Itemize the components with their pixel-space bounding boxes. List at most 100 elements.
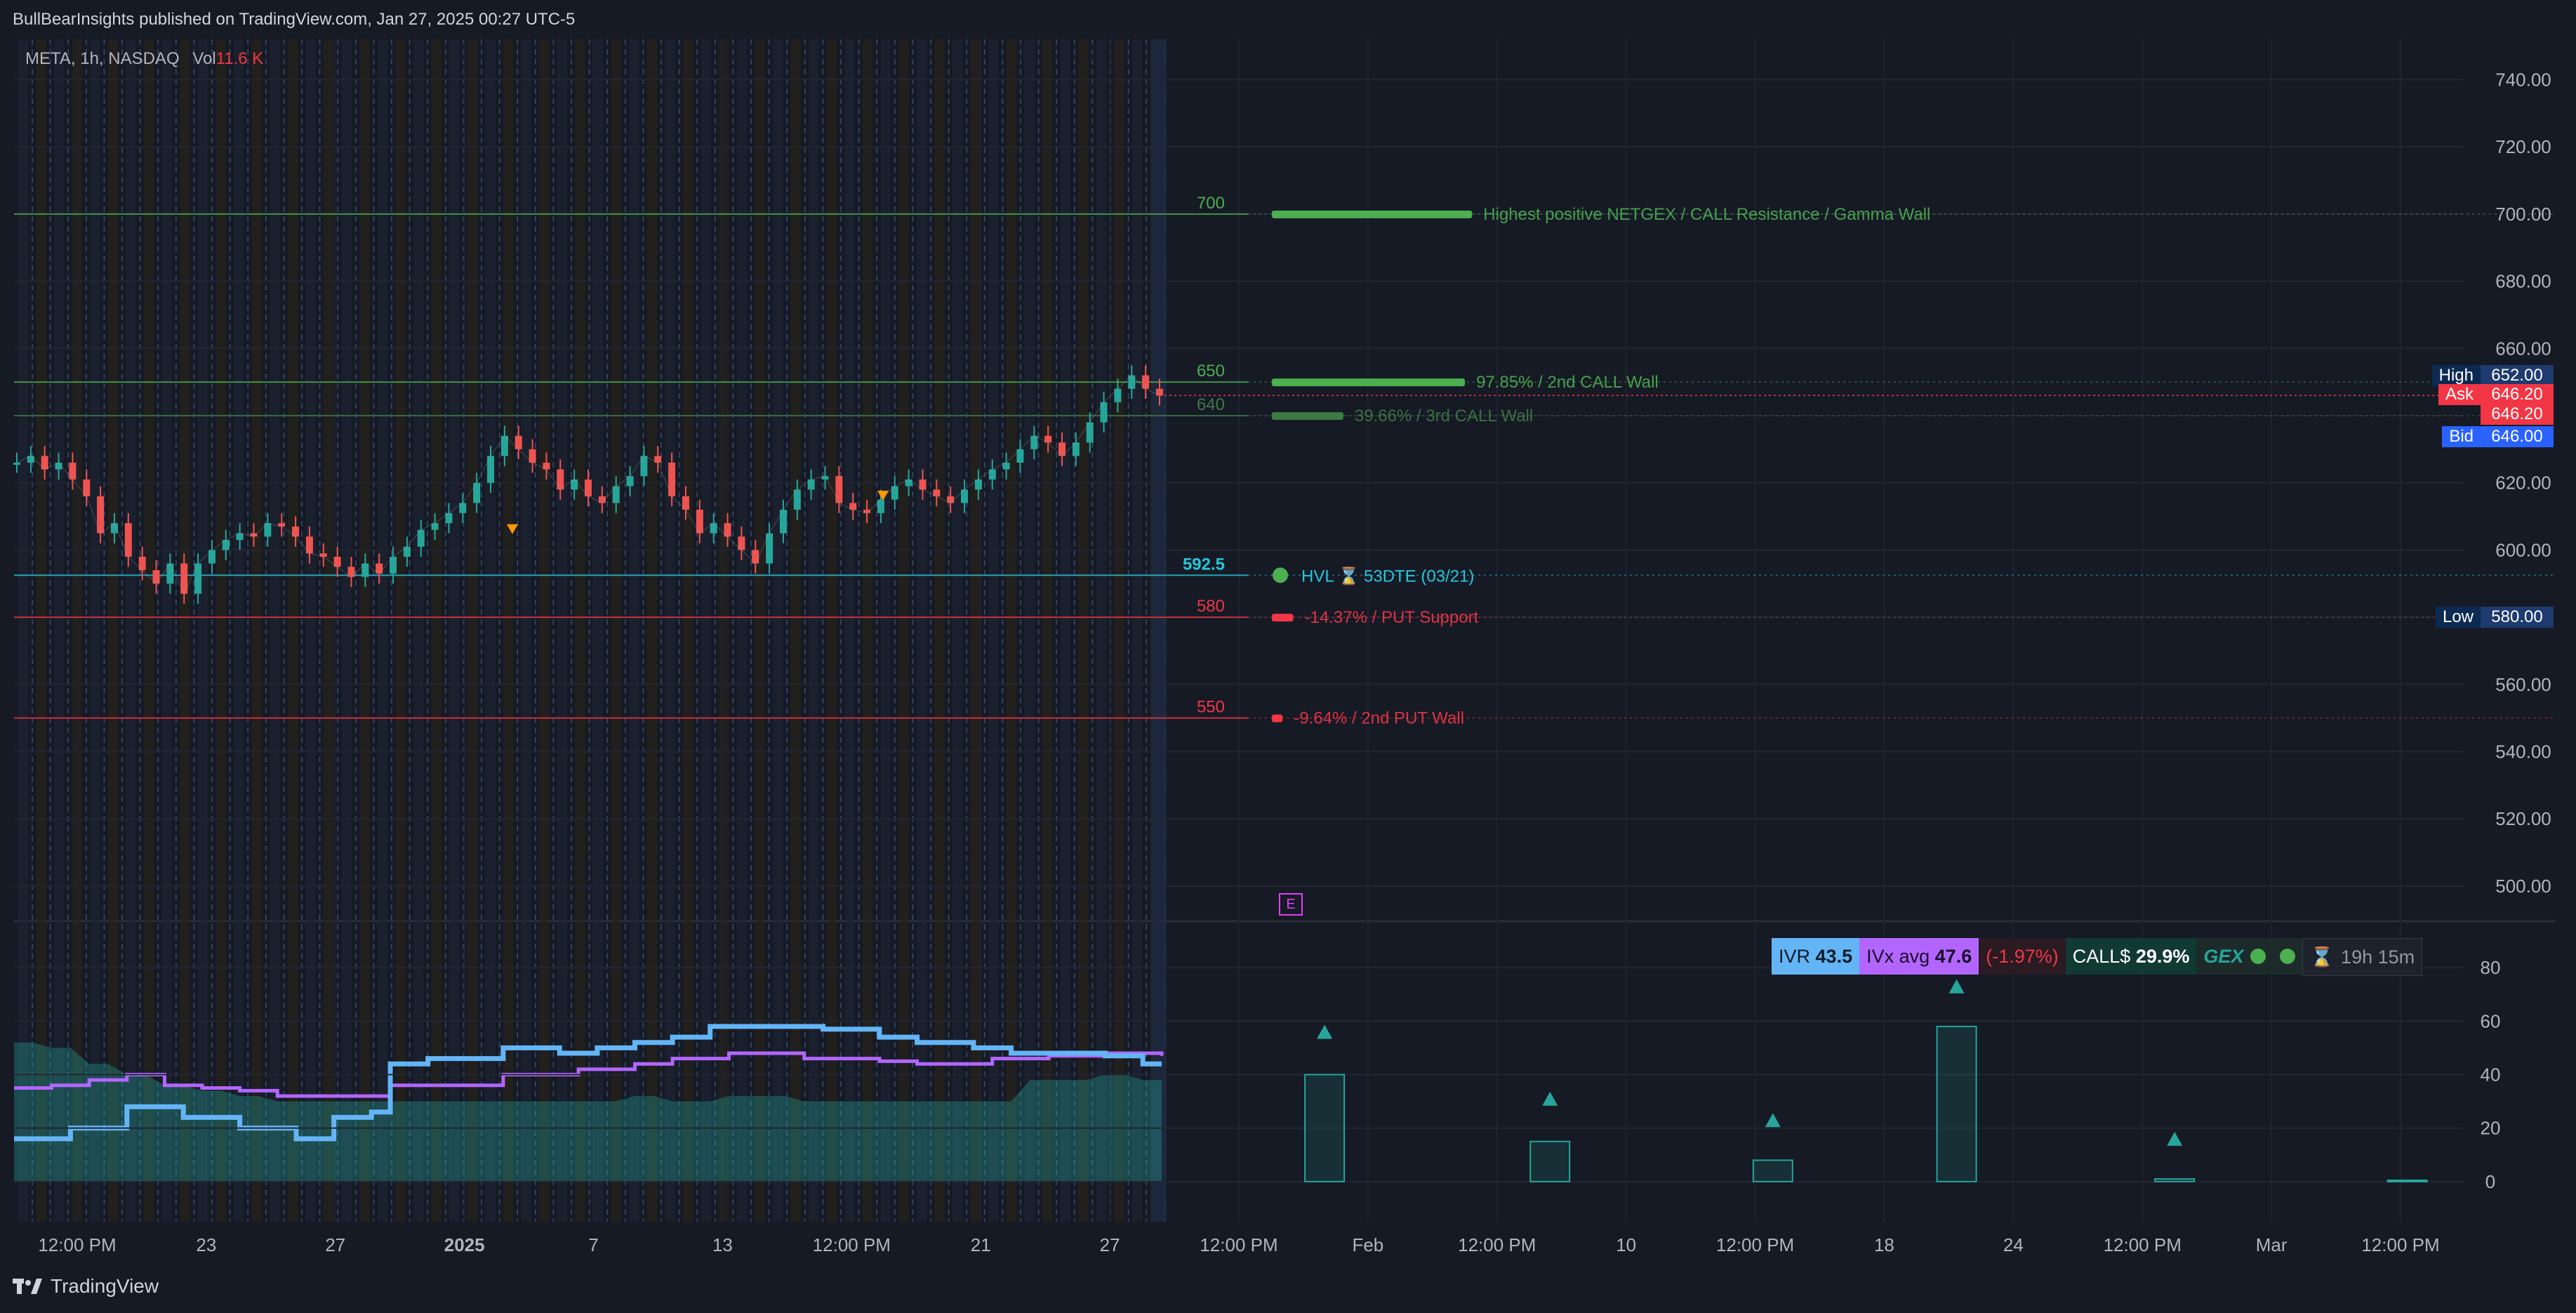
candle-body (264, 523, 272, 537)
candle-body (1072, 442, 1080, 456)
session-stripe (305, 39, 316, 1222)
volume-value: 11.6 K (215, 49, 264, 68)
candle-body (612, 486, 620, 503)
price-tag-name: Bid (2442, 426, 2481, 448)
level-price-label: 592.5 (1183, 555, 1225, 574)
session-stripe (917, 39, 927, 1222)
candle-body (557, 469, 564, 490)
candle-body (208, 550, 215, 564)
session-stripe (161, 39, 172, 1222)
candle-body (724, 523, 731, 537)
candle-body (473, 482, 481, 503)
session-stripe (1078, 39, 1089, 1222)
indicator-tick-label: 40 (2481, 1064, 2501, 1085)
gex-badge: GEX (2196, 938, 2303, 975)
session-stripe (215, 39, 226, 1222)
tradingview-brand: TradingView (51, 1275, 159, 1297)
time-tick-label: 2025 (444, 1234, 485, 1255)
session-stripe (611, 39, 621, 1222)
indicator-tick-label: 80 (2481, 957, 2501, 978)
earnings-marker[interactable]: E (1279, 893, 1303, 916)
price-tag-last: 646.20 (2481, 403, 2554, 425)
price-tag-name: Low (2435, 607, 2481, 628)
time-tick-label: 12:00 PM (2361, 1234, 2439, 1255)
green-dot-icon (2280, 949, 2296, 964)
candle-body (361, 563, 369, 577)
candle-body (779, 509, 787, 534)
price-tick-label: 600.00 (2495, 539, 2551, 560)
price-tag-ask: Ask 646.20 (2438, 384, 2554, 406)
candle-body (41, 456, 48, 470)
session-stripe (575, 39, 585, 1222)
session-stripe (36, 39, 46, 1222)
time-tick-label: 7 (588, 1234, 598, 1255)
session-stripe (701, 39, 711, 1222)
candle-body (152, 570, 160, 584)
candle-body (738, 536, 745, 550)
level-gex-bar (1272, 378, 1466, 387)
session-stripe (683, 39, 693, 1222)
candle-body (445, 513, 453, 524)
candle-body (69, 462, 77, 480)
session-stripe (341, 39, 352, 1222)
time-tick-label: 12:00 PM (1458, 1234, 1536, 1255)
ivx-line (14, 1051, 1164, 1098)
session-stripe (629, 39, 639, 1222)
time-tick-label: 23 (196, 1234, 216, 1255)
candle-body (1058, 442, 1066, 456)
session-stripe (647, 39, 657, 1222)
expiry-marker-icon (2167, 1131, 2183, 1146)
ivx-badge: IVx avg 47.6 (1859, 938, 1979, 975)
expiry-volume-bar (1936, 1025, 1977, 1182)
session-stripe (126, 39, 136, 1222)
candle-body (529, 449, 536, 463)
candle-body (793, 489, 801, 510)
price-tick-label: 520.00 (2495, 808, 2551, 829)
level-price-label: 580 (1197, 597, 1225, 616)
level-price-label: 700 (1197, 194, 1225, 213)
time-tick-label: 27 (325, 1234, 345, 1255)
level-note: HVL ⌛ 53DTE (03/21) (1301, 566, 1474, 586)
session-stripe (737, 39, 747, 1222)
session-stripe (1132, 39, 1143, 1222)
price-tick-label: 620.00 (2495, 473, 2551, 494)
level-price-label: 550 (1197, 698, 1225, 717)
session-stripe (755, 39, 765, 1222)
level-note: -9.64% / 2nd PUT Wall (1294, 709, 1464, 728)
candle-body (1156, 388, 1163, 396)
time-tick-label: 12:00 PM (813, 1234, 891, 1255)
candle-body (766, 533, 774, 564)
expiry-volume-bar (1752, 1159, 1793, 1182)
candle-body (682, 496, 689, 510)
signal-marker-icon (507, 524, 518, 534)
candle-body (194, 563, 202, 594)
candle-body (431, 523, 439, 530)
candle-body (390, 556, 397, 574)
price-tag-low: Low 580.00 (2435, 607, 2554, 628)
candle-body (222, 540, 230, 550)
candle-body (333, 556, 341, 567)
expiry-marker-icon (1542, 1091, 1558, 1106)
price-tag-high: High 652.00 (2431, 364, 2554, 386)
candle-body (1100, 402, 1108, 423)
candle-body (821, 476, 829, 480)
candle-body (835, 476, 843, 503)
candle-body (1030, 435, 1038, 449)
price-tag-value: 646.00 (2481, 426, 2554, 448)
symbol-legend[interactable]: META, 1h, NASDAQ Vol11.6 K (25, 49, 263, 69)
candle-body (376, 563, 383, 574)
time-tick-label: 13 (712, 1234, 733, 1255)
session-stripe (378, 39, 387, 1222)
expiry-marker-icon (1317, 1024, 1333, 1039)
session-stripe (521, 39, 531, 1222)
indicator-tick-label: 60 (2481, 1010, 2501, 1031)
session-stripe (270, 39, 280, 1222)
time-tick-label: 12:00 PM (1716, 1234, 1794, 1255)
current-session-highlight (1151, 39, 1167, 1222)
tradingview-logo[interactable]: TradingView (13, 1275, 159, 1298)
price-tag-name: High (2431, 364, 2481, 386)
session-stripe (54, 39, 65, 1222)
candle-body (487, 456, 495, 483)
session-stripe (827, 39, 837, 1222)
